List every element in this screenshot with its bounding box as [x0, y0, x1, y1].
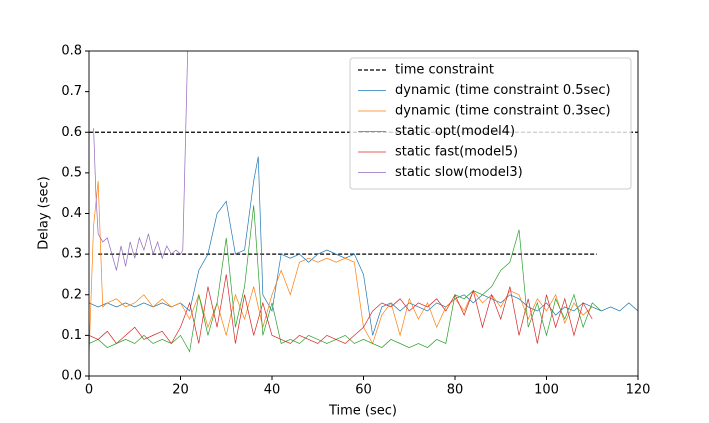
series-line: [89, 274, 593, 345]
legend-label: dynamic (time constraint 0.3sec): [395, 104, 611, 119]
x-tick-label: 60: [355, 383, 372, 398]
y-tick-label: 0.8: [61, 44, 82, 59]
x-tick-label: 100: [534, 383, 559, 398]
y-tick-label: 0.6: [61, 125, 82, 140]
x-axis-label: Time (sec): [328, 404, 397, 419]
x-tick-label: 120: [626, 383, 651, 398]
y-tick-label: 0.4: [61, 206, 82, 221]
legend-box: [349, 57, 632, 190]
legend-label: static fast(model5): [395, 145, 518, 160]
x-tick-label: 20: [172, 383, 189, 398]
legend-label: static slow(model3): [395, 165, 523, 180]
y-tick-label: 0.0: [61, 369, 82, 384]
plot-frame: [88, 50, 639, 377]
y-tick-label: 0.1: [61, 328, 82, 343]
x-tick-label: 40: [264, 383, 281, 398]
x-tick-label: 80: [447, 383, 464, 398]
y-tick-label: 0.7: [61, 84, 82, 99]
y-tick-label: 0.2: [61, 287, 82, 302]
legend-label: dynamic (time constraint 0.5sec): [395, 83, 611, 98]
y-tick-label: 0.3: [61, 247, 82, 262]
legend-label: static opt(model4): [395, 124, 515, 139]
legend-label: time constraint: [395, 63, 494, 78]
series-line: [93, 51, 189, 271]
series-line: [89, 205, 602, 353]
y-tick-label: 0.5: [61, 165, 82, 180]
series-line: [89, 180, 593, 356]
y-axis-label: Delay (sec): [37, 176, 52, 249]
x-tick-label: 0: [85, 383, 93, 398]
